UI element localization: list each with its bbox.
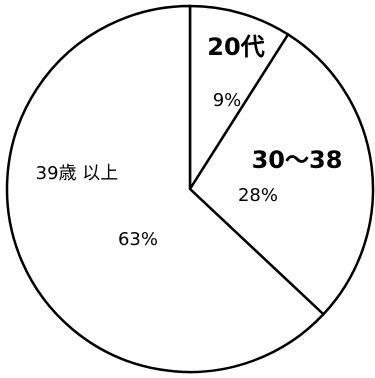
pie-labels: 20代 9% 30〜38 28% 39歳 以上 63% — [36, 33, 343, 250]
slice-percent-label: 9% — [213, 90, 242, 111]
slice-name-label: 30〜38 — [252, 146, 343, 174]
slice-name-label: 20代 — [207, 33, 264, 61]
slice-percent-label: 63% — [118, 229, 158, 250]
pie-slice — [188, 4, 290, 194]
pie-slice — [188, 32, 375, 317]
slice-percent-label: 28% — [238, 185, 278, 206]
slice-name-label: 39歳 以上 — [36, 163, 119, 184]
pie-slice — [5, 4, 326, 374]
pie-slices — [5, 4, 375, 374]
